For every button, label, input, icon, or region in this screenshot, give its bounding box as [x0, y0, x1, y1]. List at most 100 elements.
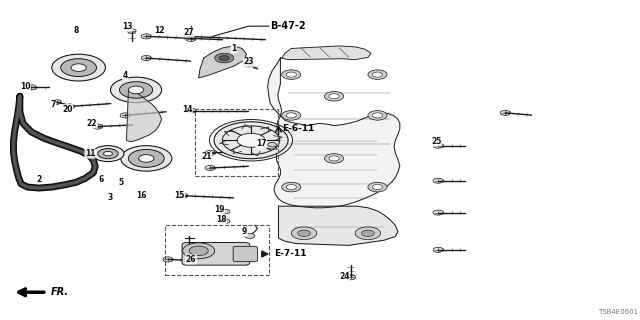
Circle shape — [355, 227, 381, 240]
Circle shape — [186, 108, 196, 113]
Polygon shape — [127, 90, 162, 141]
Circle shape — [500, 110, 510, 116]
Circle shape — [282, 182, 301, 192]
Circle shape — [61, 59, 97, 76]
Circle shape — [52, 54, 106, 81]
Text: 4: 4 — [123, 71, 128, 80]
Circle shape — [129, 149, 164, 167]
Circle shape — [298, 230, 310, 236]
Circle shape — [286, 72, 296, 77]
Circle shape — [184, 34, 194, 39]
Circle shape — [433, 178, 444, 183]
Circle shape — [372, 185, 383, 190]
Text: 26: 26 — [186, 255, 196, 264]
Circle shape — [433, 143, 444, 148]
Circle shape — [214, 53, 234, 63]
Circle shape — [186, 36, 196, 42]
Circle shape — [71, 64, 86, 71]
Circle shape — [129, 86, 144, 94]
Text: 19: 19 — [214, 205, 225, 214]
Text: 20: 20 — [63, 105, 73, 114]
Polygon shape — [282, 46, 371, 60]
Text: 7: 7 — [51, 100, 56, 109]
Text: 11: 11 — [85, 149, 95, 158]
Circle shape — [214, 122, 288, 159]
Circle shape — [120, 82, 153, 98]
Circle shape — [324, 154, 344, 163]
Text: 27: 27 — [184, 28, 195, 37]
Circle shape — [368, 70, 387, 79]
Text: 22: 22 — [87, 119, 97, 128]
Circle shape — [372, 113, 383, 118]
Text: 25: 25 — [431, 137, 442, 146]
FancyBboxPatch shape — [182, 243, 250, 265]
Text: 2: 2 — [36, 175, 42, 184]
Circle shape — [93, 124, 103, 129]
Circle shape — [362, 230, 374, 236]
Circle shape — [372, 72, 383, 77]
Text: E-6-11: E-6-11 — [282, 124, 314, 132]
Circle shape — [52, 100, 61, 104]
Text: 23: 23 — [243, 57, 253, 66]
Circle shape — [221, 209, 230, 214]
Circle shape — [163, 257, 173, 262]
Circle shape — [120, 113, 131, 118]
Circle shape — [268, 142, 276, 147]
Text: TSB4E0601: TSB4E0601 — [598, 308, 638, 315]
Circle shape — [243, 62, 253, 67]
Circle shape — [65, 104, 75, 109]
Circle shape — [92, 146, 124, 162]
Text: B-47-2: B-47-2 — [270, 21, 306, 31]
Text: 15: 15 — [174, 191, 185, 200]
Circle shape — [346, 275, 356, 280]
Circle shape — [286, 113, 296, 118]
Circle shape — [111, 77, 162, 103]
Circle shape — [244, 233, 255, 238]
Circle shape — [329, 94, 339, 99]
Circle shape — [433, 210, 444, 215]
Text: 17: 17 — [256, 139, 267, 148]
Circle shape — [121, 146, 172, 171]
Circle shape — [222, 126, 280, 155]
Text: 24: 24 — [339, 272, 349, 281]
Text: 6: 6 — [99, 175, 104, 184]
Text: 18: 18 — [216, 215, 227, 224]
Text: FR.: FR. — [51, 287, 68, 297]
Circle shape — [139, 155, 154, 162]
Text: 16: 16 — [136, 191, 147, 200]
Text: 9: 9 — [242, 227, 247, 236]
Text: 21: 21 — [201, 152, 212, 161]
Polygon shape — [278, 206, 398, 245]
FancyBboxPatch shape — [233, 246, 257, 262]
Circle shape — [368, 111, 387, 120]
Circle shape — [433, 247, 444, 252]
Circle shape — [177, 193, 188, 198]
Polygon shape — [268, 58, 400, 208]
Circle shape — [127, 29, 136, 33]
Circle shape — [286, 185, 296, 190]
Text: 13: 13 — [122, 22, 132, 31]
Text: 10: 10 — [20, 82, 30, 91]
Text: 1: 1 — [231, 44, 236, 53]
Circle shape — [329, 156, 339, 161]
Circle shape — [221, 219, 230, 223]
Circle shape — [205, 165, 215, 171]
Circle shape — [189, 246, 208, 256]
Text: 8: 8 — [74, 27, 79, 36]
Text: 5: 5 — [118, 179, 124, 188]
Circle shape — [104, 151, 113, 156]
Text: 14: 14 — [182, 105, 193, 114]
Circle shape — [368, 182, 387, 192]
Circle shape — [182, 243, 214, 259]
Circle shape — [237, 133, 265, 147]
Circle shape — [291, 227, 317, 240]
Polygon shape — [198, 46, 246, 78]
Circle shape — [219, 55, 229, 60]
Circle shape — [26, 85, 36, 90]
Circle shape — [282, 111, 301, 120]
Text: E-7-11: E-7-11 — [274, 250, 307, 259]
Text: 12: 12 — [154, 26, 164, 35]
Circle shape — [141, 34, 152, 39]
Circle shape — [98, 148, 118, 159]
Circle shape — [282, 70, 301, 79]
